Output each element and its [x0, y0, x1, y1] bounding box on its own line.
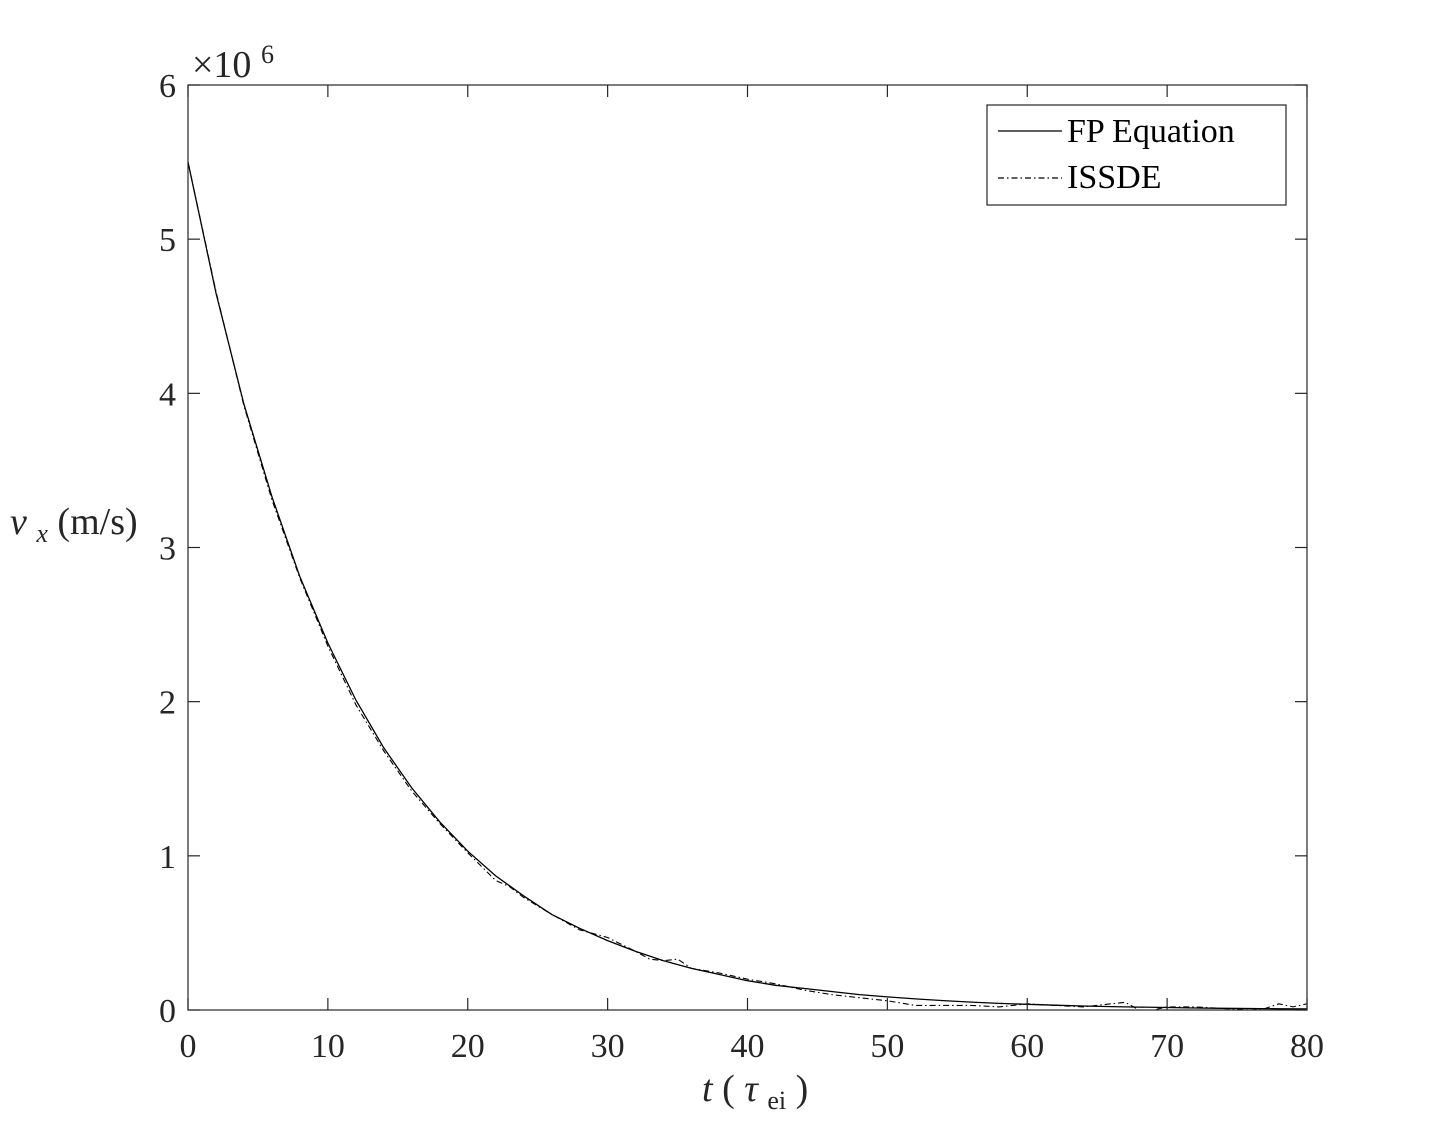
x-tick-label: 10 [311, 1028, 345, 1065]
series-line-fp-equation [187, 161, 1308, 1010]
y-axis-label: v x (m/s) [10, 501, 138, 551]
legend-label-fp: FP Equation [1067, 113, 1235, 150]
x-axis-sub: ei [767, 1086, 786, 1115]
y-exponent-power: 6 [261, 40, 274, 69]
y-tick-label: 0 [159, 993, 176, 1030]
y-tick-label: 1 [159, 839, 176, 876]
x-tick-label: 0 [180, 1028, 197, 1065]
y-axis-unit: (m/s) [57, 501, 137, 543]
legend: FP Equation ISSDE [986, 104, 1287, 206]
y-tick-label: 4 [159, 376, 176, 413]
y-exponent-base: ×10 [192, 44, 251, 86]
x-tick-label: 20 [451, 1028, 485, 1065]
axes-box [187, 84, 1308, 1011]
x-tick-label: 80 [1290, 1028, 1324, 1065]
y-axis-var: v [10, 501, 27, 543]
y-tick-label: 3 [159, 531, 176, 568]
legend-label-issde: ISSDE [1067, 159, 1161, 196]
x-tick-label: 30 [591, 1028, 625, 1065]
x-axis-paren-open: ( [722, 1068, 735, 1110]
y-tick-label: 5 [159, 222, 176, 259]
y-exponent-label: ×10 6 [192, 40, 274, 86]
axes: 0 10 20 30 40 50 60 70 80 0 1 2 3 4 5 6 [159, 68, 1324, 1065]
legend-box [986, 104, 1287, 206]
x-axis-var: t [702, 1068, 714, 1110]
x-axis-paren-close: ) [796, 1068, 809, 1110]
series-line-issde [187, 161, 1308, 1011]
plot-area [187, 161, 1308, 1011]
x-tick-label: 50 [870, 1028, 904, 1065]
x-axis-label: t ( τ ei ) [702, 1068, 808, 1118]
x-axis-sym: τ [744, 1068, 759, 1110]
x-tick-label: 70 [1150, 1028, 1184, 1065]
y-tick-label: 6 [159, 68, 176, 105]
y-axis-sub: x [35, 519, 48, 548]
y-tick-label: 2 [159, 685, 176, 722]
x-tick-label: 40 [731, 1028, 765, 1065]
x-tick-label: 60 [1010, 1028, 1044, 1065]
